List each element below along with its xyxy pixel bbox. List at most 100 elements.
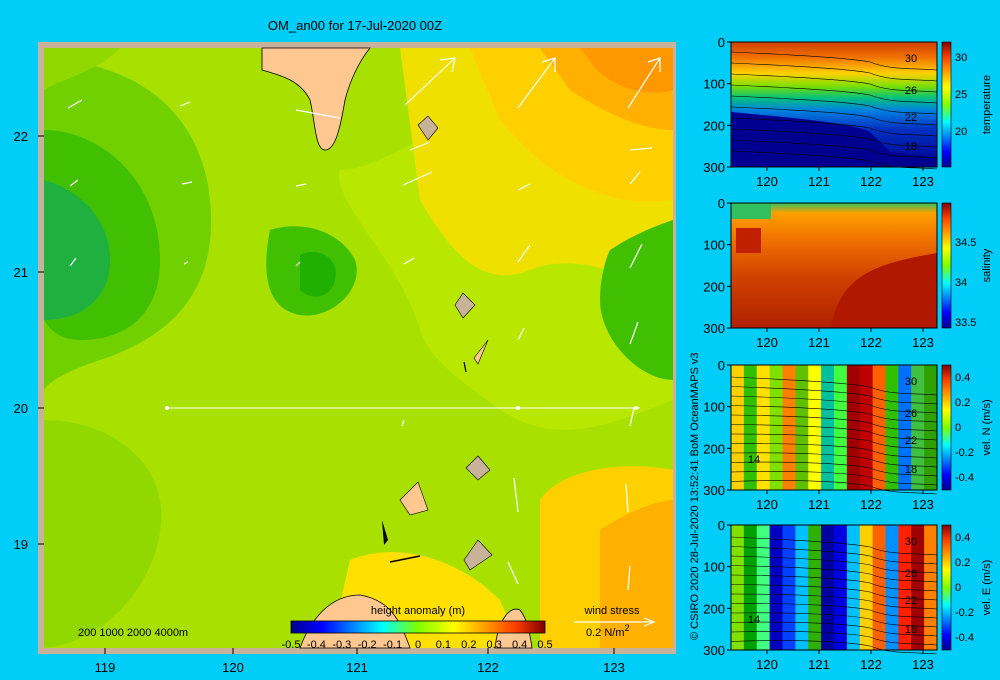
wind-stress-scale: wind stress 0.2 N/m2: [574, 605, 656, 639]
lon-tick-label: 121: [808, 657, 830, 672]
section-label: temperature: [981, 75, 993, 134]
wind-arrows: [67, 57, 661, 591]
contour-label: 26: [905, 85, 917, 97]
colorbar-tick-label: 0.4: [955, 532, 970, 544]
lon-tick-label: 120: [756, 174, 778, 189]
colorbar-tick-label: -0.2: [955, 447, 974, 459]
contour-label: 14: [748, 614, 760, 626]
colorbar-tick-label: 0: [955, 582, 961, 594]
depth-tick-label: 0: [718, 518, 725, 533]
lon-tick-label: 120: [756, 497, 778, 512]
lon-tick-label: 121: [346, 660, 368, 675]
lon-tick-label: 120: [756, 657, 778, 672]
lon-tick-label: 120: [222, 660, 244, 675]
lon-tick-label: 123: [912, 335, 934, 350]
colorbar-tick-label: 25: [955, 89, 967, 101]
lon-tick-label: 120: [756, 335, 778, 350]
colorbar-tick-label: -0.5: [282, 639, 301, 651]
contour-label: 18: [905, 624, 917, 636]
longitude-ticks: 119 120 121 122 123: [95, 648, 625, 675]
lon-tick-label: 123: [912, 657, 934, 672]
wind-stress-value: 0.2 N/m2: [586, 623, 630, 639]
section-panel-temperature: 30 26 22 18 0 100 200 300 120 121 122 123 30 25 20 temp…: [703, 35, 993, 189]
lon-tick-label: 122: [860, 657, 882, 672]
colorbar-tick-label: 30: [955, 52, 967, 64]
colorbar-tick-label: -0.2: [358, 639, 377, 651]
depth-tick-label: 200: [703, 279, 725, 294]
colorbar-tick-label: 0.1: [436, 639, 451, 651]
depth-tick-label: 0: [718, 196, 725, 211]
colorbar-tick-label: 0: [415, 639, 421, 651]
colorbar-tick-label: 20: [955, 126, 967, 138]
depth-tick-label: 100: [703, 400, 725, 415]
section-label: vel. N (m/s): [981, 399, 993, 455]
section-panel-veln: 30 26 22 18 14 0 100 200 300 120 121 122 123 0.4 0.2 0 -…: [703, 358, 993, 512]
lon-tick-label: 123: [603, 660, 625, 675]
lon-tick-label: 121: [808, 174, 830, 189]
colorbar-label: height anomaly (m): [371, 605, 465, 617]
depth-tick-label: 0: [718, 35, 725, 50]
colorbar-tick-label: 0.2: [955, 397, 970, 409]
depth-tick-label: 100: [703, 77, 725, 92]
contour-label: 18: [905, 464, 917, 476]
colorbar-tick-label: 0.4: [512, 639, 527, 651]
depth-tick-label: 300: [703, 321, 725, 336]
lon-tick-label: 122: [860, 497, 882, 512]
colorbar-tick-label: -0.1: [383, 639, 402, 651]
section-panel-salinity: 0 100 200 300 120 121 122 123 34.5 34 33.5 salinity: [703, 196, 993, 350]
colorbar-tick-label: 0.4: [955, 372, 970, 384]
section-label: salinity: [981, 248, 993, 282]
colorbar-tick-label: 33.5: [955, 317, 976, 329]
lat-tick-label: 22: [14, 129, 28, 144]
lon-tick-label: 122: [860, 174, 882, 189]
colorbar-tick-label: -0.3: [332, 639, 351, 651]
section-label: vel. E (m/s): [981, 560, 993, 616]
section-panel-vele: 30 26 22 18 14 0 100 200 300 120 121 122 123 0.4 0.2 0 -…: [703, 518, 993, 672]
colorbar-tick-label: 0: [955, 422, 961, 434]
contour-label: 14: [748, 454, 760, 466]
lon-tick-label: 123: [912, 174, 934, 189]
depth-tick-label: 0: [718, 358, 725, 373]
contour-label: 30: [905, 53, 917, 65]
height-anomaly-colorbar: height anomaly (m) -0.5 -0.4 -0.3 -0.2 -0.1 0…: [282, 605, 553, 651]
lat-tick-label: 21: [14, 265, 28, 280]
depth-tick-label: 200: [703, 118, 725, 133]
map-title: OM_an00 for 17-Jul-2020 00Z: [268, 18, 442, 33]
wind-stress-label: wind stress: [583, 605, 640, 617]
colorbar-tick-label: -0.4: [955, 472, 974, 484]
depth-tick-label: 100: [703, 560, 725, 575]
lat-tick-label: 19: [14, 537, 28, 552]
colorbar-tick-label: 34.5: [955, 237, 976, 249]
depth-tick-label: 300: [703, 643, 725, 658]
lon-tick-label: 121: [808, 497, 830, 512]
contour-label: 22: [905, 112, 917, 124]
depth-tick-label: 200: [703, 601, 725, 616]
contour-label: 30: [905, 376, 917, 388]
contour-label: 22: [905, 435, 917, 447]
contour-label: 22: [905, 595, 917, 607]
depth-tick-label: 300: [703, 483, 725, 498]
colorbar-tick-label: -0.4: [307, 639, 326, 651]
depth-tick-label: 300: [703, 160, 725, 175]
depth-tick-label: 100: [703, 238, 725, 253]
contour-label: 26: [905, 568, 917, 580]
lon-tick-label: 119: [95, 660, 116, 675]
map-panel: [38, 42, 676, 654]
contour-label: 26: [905, 408, 917, 420]
colorbar-tick-label: 0.3: [487, 639, 502, 651]
lon-tick-label: 123: [912, 497, 934, 512]
colorbar-tick-label: 0.5: [537, 639, 552, 651]
latitude-ticks: 22 21 20 19: [14, 129, 44, 552]
lon-tick-label: 122: [477, 660, 499, 675]
credit-text: © CSIRO 2020 28-Jul-2020 13:52:41 BoM Oc…: [689, 352, 701, 640]
colorbar-tick-label: 34: [955, 277, 967, 289]
colorbar-tick-label: 0.2: [461, 639, 476, 651]
lat-tick-label: 20: [14, 401, 28, 416]
colorbar-tick-label: -0.2: [955, 607, 974, 619]
contour-label: 30: [905, 536, 917, 548]
colorbar-tick-label: 0.2: [955, 557, 970, 569]
contour-label: 18: [905, 141, 917, 153]
colorbar-tick-label: -0.4: [955, 632, 974, 644]
lon-tick-label: 121: [808, 335, 830, 350]
